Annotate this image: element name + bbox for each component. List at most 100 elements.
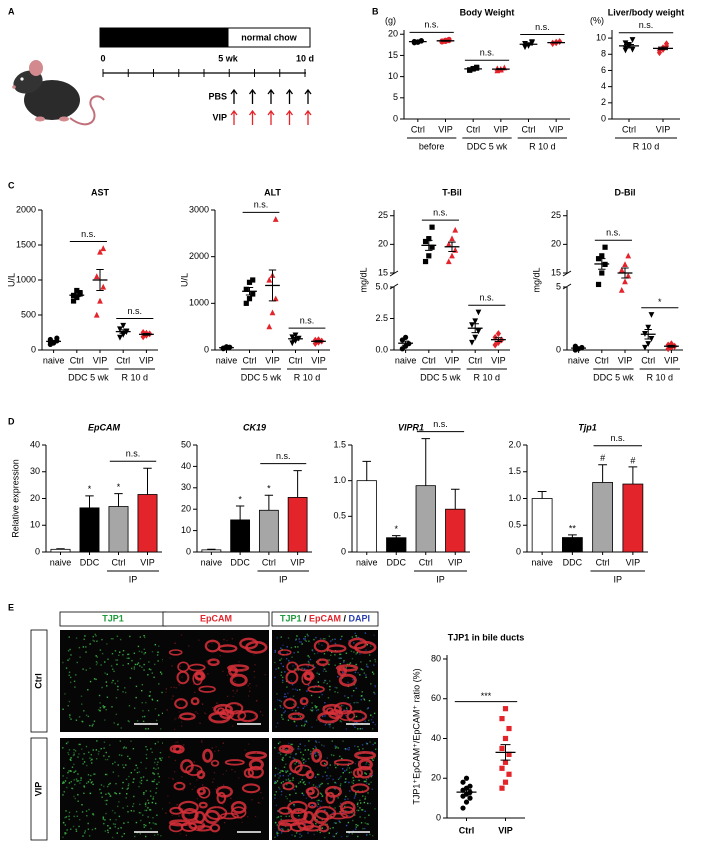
speck xyxy=(63,767,65,769)
speck xyxy=(369,833,371,836)
speck xyxy=(302,759,304,762)
speck xyxy=(105,803,108,805)
speck xyxy=(311,702,313,704)
speck xyxy=(188,645,190,647)
speck xyxy=(298,641,301,643)
speck xyxy=(140,779,143,782)
speck xyxy=(290,743,292,746)
speck xyxy=(122,781,124,784)
speck xyxy=(124,687,126,689)
speck xyxy=(353,797,356,799)
duct xyxy=(245,640,268,654)
duct xyxy=(228,666,239,677)
data-point xyxy=(502,735,509,742)
speck xyxy=(344,748,347,751)
speck xyxy=(145,701,147,704)
error-bar xyxy=(264,494,274,511)
sem-bar xyxy=(461,789,472,796)
speck xyxy=(68,749,71,751)
speck xyxy=(109,782,111,785)
speck xyxy=(69,716,71,719)
duct xyxy=(313,639,330,653)
speck xyxy=(181,783,184,785)
speck xyxy=(366,833,368,836)
speck xyxy=(72,825,75,828)
speck xyxy=(107,792,110,794)
speck xyxy=(276,780,279,782)
treatment-arrow xyxy=(230,109,238,125)
speck xyxy=(147,816,149,818)
significance-mark: * xyxy=(238,494,242,504)
speck xyxy=(226,639,228,642)
speck xyxy=(106,685,108,687)
speck xyxy=(145,767,147,770)
speck xyxy=(67,753,70,756)
speck xyxy=(224,811,226,813)
speck xyxy=(339,657,341,659)
speck xyxy=(280,831,283,833)
speck xyxy=(300,835,303,837)
speck xyxy=(287,810,290,813)
y-tick-label: 6 xyxy=(601,65,606,75)
speck xyxy=(353,702,355,704)
speck xyxy=(284,693,286,695)
speck xyxy=(304,823,306,825)
speck xyxy=(145,835,147,838)
speck xyxy=(111,652,114,655)
speck xyxy=(70,828,72,830)
speck xyxy=(337,778,340,781)
speck xyxy=(362,748,364,750)
speck xyxy=(179,767,182,769)
y-tick-label: 4 xyxy=(601,81,606,91)
speck xyxy=(281,758,283,761)
speck xyxy=(360,698,362,701)
speck xyxy=(194,786,196,788)
speck xyxy=(141,689,143,692)
significance-mark: # xyxy=(600,453,605,463)
speck xyxy=(146,779,148,782)
speck xyxy=(82,763,84,765)
speck xyxy=(335,822,337,824)
speck xyxy=(198,639,200,641)
speck xyxy=(202,822,204,824)
speck xyxy=(119,638,122,641)
speck xyxy=(304,720,306,723)
speck xyxy=(326,778,328,780)
speck xyxy=(303,638,305,640)
speck xyxy=(313,652,316,655)
speck xyxy=(246,754,249,757)
speck xyxy=(133,707,136,709)
speck xyxy=(69,758,71,761)
speck xyxy=(274,782,276,784)
speck xyxy=(102,816,105,818)
speck xyxy=(92,814,95,816)
speck xyxy=(171,814,173,816)
speck xyxy=(132,781,134,784)
speck xyxy=(66,786,68,789)
speck xyxy=(327,767,329,769)
duct xyxy=(216,791,227,804)
speck xyxy=(145,802,147,804)
speck xyxy=(95,678,97,681)
speck xyxy=(282,780,284,783)
speck xyxy=(372,835,374,837)
speck xyxy=(77,794,79,796)
speck xyxy=(374,658,376,661)
sem-bar xyxy=(574,346,583,350)
data-point xyxy=(250,291,256,297)
y-tick-label: 0 xyxy=(556,344,561,354)
speck xyxy=(294,721,296,723)
speck xyxy=(75,828,77,831)
speck xyxy=(91,758,93,761)
mouse-foot xyxy=(35,116,45,122)
speck xyxy=(307,634,309,637)
speck xyxy=(73,815,75,818)
speck xyxy=(111,763,114,765)
speck xyxy=(198,806,200,808)
speck xyxy=(323,652,326,655)
speck xyxy=(70,759,72,761)
speck xyxy=(230,797,232,800)
comparison-label: n.s. xyxy=(276,451,291,461)
speck xyxy=(148,668,151,670)
speck xyxy=(285,748,287,751)
